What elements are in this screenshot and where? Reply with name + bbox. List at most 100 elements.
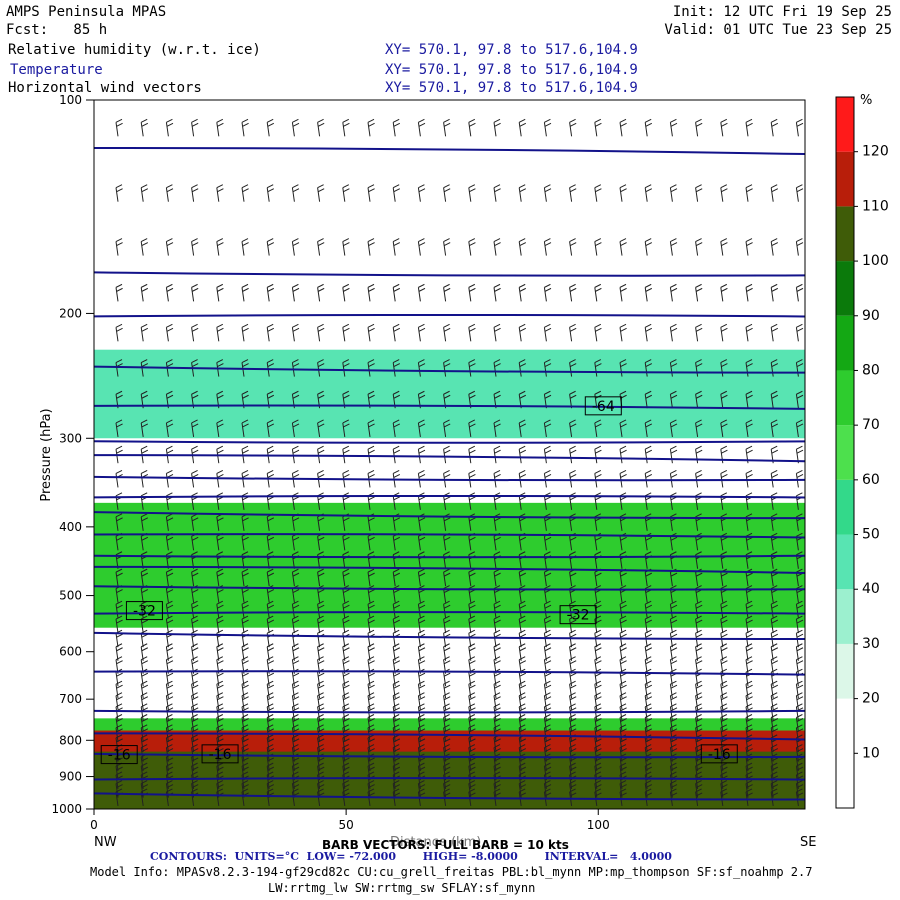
wind-barb: [619, 469, 627, 488]
wind-barb: [392, 118, 401, 137]
wind-barb: [165, 600, 174, 619]
wind-barb: [695, 390, 703, 409]
isotherm-label-box: [584, 396, 622, 416]
wind-barb: [140, 714, 149, 732]
wind-barb: [569, 238, 577, 256]
wind-barb: [443, 568, 451, 587]
wind-barb: [367, 734, 375, 752]
wind-barb: [417, 445, 426, 464]
isotherm-line: [94, 404, 805, 410]
wind-barb: [644, 359, 653, 377]
wind-barb: [619, 692, 627, 710]
wind-barb: [795, 390, 804, 409]
wind-barb: [518, 184, 527, 202]
wind-barb: [619, 445, 627, 464]
wind-barb: [140, 762, 149, 781]
wind-barb: [745, 680, 753, 699]
wind-barb: [745, 283, 753, 302]
isotherm-line: [94, 494, 805, 499]
wind-barb: [191, 734, 199, 752]
wind-barb: [493, 283, 501, 302]
wind-barb: [342, 469, 350, 488]
wind-barb: [317, 568, 325, 587]
wind-barb: [569, 714, 577, 732]
wind-barb: [594, 283, 602, 302]
y-tick-label: 400: [59, 520, 82, 534]
wind-barb: [669, 238, 678, 256]
wind-barb: [669, 724, 678, 742]
wind-barb: [543, 469, 552, 488]
wind-barb: [543, 703, 552, 721]
wind-barb: [543, 184, 552, 202]
wind-barb: [140, 184, 149, 202]
colorbar-bin: [836, 643, 854, 699]
wind-barb: [417, 323, 426, 342]
wind-barb: [720, 692, 728, 710]
wind-barb: [165, 692, 174, 710]
wind-barb: [770, 692, 779, 710]
wind-barb: [191, 359, 199, 377]
isotherm-label: -64: [592, 399, 615, 415]
wind-barb: [543, 323, 552, 342]
wind-barb: [745, 703, 753, 721]
rh-layer-2: [94, 718, 805, 731]
isotherm-line: [94, 271, 805, 277]
wind-barb: [745, 184, 753, 202]
wind-barb: [669, 445, 678, 464]
colorbar-bin: [836, 315, 854, 371]
wind-barb: [115, 184, 123, 202]
wind-barb: [266, 283, 275, 302]
wind-barbs: [115, 118, 804, 807]
wind-barb: [216, 469, 224, 488]
wind-barb: [695, 419, 703, 438]
colorbar-unit: %: [860, 93, 872, 108]
wind-barb: [695, 283, 703, 302]
wind-barb: [291, 744, 300, 762]
wind-barb: [543, 359, 552, 377]
wind-barb: [115, 283, 123, 302]
wind-barb: [216, 238, 224, 256]
wind-barb: [191, 469, 199, 488]
field-label-rh: Relative humidity (w.r.t. ice): [8, 42, 261, 58]
wind-barb: [795, 615, 804, 634]
wind-barb: [644, 283, 653, 302]
wind-barb: [468, 184, 476, 202]
wind-barb: [165, 323, 174, 342]
colorbar-bin: [836, 151, 854, 207]
wind-barb: [191, 118, 199, 137]
wind-barb: [115, 703, 123, 721]
x-axis-label: Distance (km): [390, 835, 481, 850]
field-xy-wind: XY= 570.1, 97.8 to 517.6,104.9: [385, 80, 638, 96]
wind-barb: [291, 692, 300, 710]
wind-barb: [367, 714, 375, 732]
wind-barb: [115, 568, 123, 587]
wind-barb: [795, 692, 804, 710]
wind-barb: [644, 323, 653, 342]
wind-barb: [493, 445, 501, 464]
wind-barb: [317, 600, 325, 619]
wind-barb: [644, 692, 653, 710]
colorbar-tick-label: 20: [862, 691, 880, 707]
wind-barb: [317, 184, 325, 202]
wind-barb: [115, 692, 123, 710]
wind-barb: [342, 568, 350, 587]
wind-barb: [216, 692, 224, 710]
wind-barb: [493, 238, 501, 256]
wind-barb: [140, 445, 149, 464]
wind-barb: [443, 692, 451, 710]
wind-barb: [367, 238, 375, 256]
wind-barb: [241, 615, 249, 634]
wind-barb: [342, 744, 350, 762]
wind-barb: [669, 714, 678, 732]
wind-barb: [266, 615, 275, 634]
wind-barb: [770, 238, 779, 256]
isotherm-label: -16: [108, 748, 131, 764]
wind-barb: [417, 118, 426, 137]
wind-barb: [720, 184, 728, 202]
wind-barb: [317, 419, 325, 438]
wind-barb: [291, 283, 300, 302]
wind-barb: [165, 184, 174, 202]
wind-barb: [342, 323, 350, 342]
wind-barb: [795, 419, 804, 438]
wind-barb: [644, 118, 653, 137]
